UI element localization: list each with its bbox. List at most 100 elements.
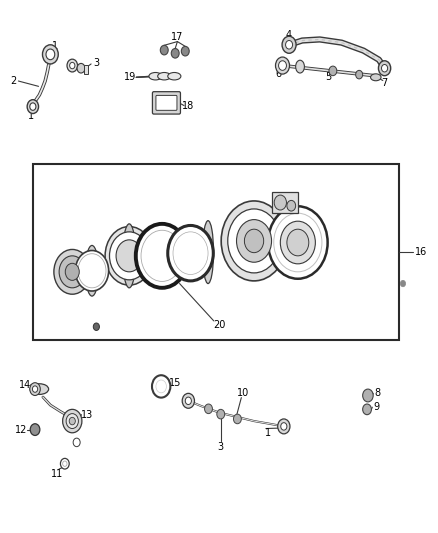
Text: 3: 3 — [217, 442, 223, 451]
Circle shape — [59, 256, 85, 288]
Circle shape — [110, 232, 149, 280]
Text: 5: 5 — [325, 72, 332, 82]
Ellipse shape — [85, 245, 99, 296]
Circle shape — [378, 61, 391, 76]
Text: 2: 2 — [10, 76, 16, 86]
Circle shape — [217, 409, 225, 419]
Circle shape — [276, 57, 290, 74]
Text: 20: 20 — [213, 320, 225, 330]
Circle shape — [281, 423, 287, 430]
Circle shape — [274, 195, 286, 210]
Circle shape — [233, 414, 241, 424]
Circle shape — [63, 409, 82, 433]
Circle shape — [77, 63, 85, 73]
Circle shape — [287, 229, 309, 256]
Text: 18: 18 — [182, 101, 194, 110]
Circle shape — [282, 36, 296, 53]
Circle shape — [152, 375, 170, 398]
Circle shape — [237, 220, 272, 262]
Text: 4: 4 — [285, 30, 291, 40]
Bar — [84, 65, 88, 74]
Circle shape — [268, 206, 328, 279]
Ellipse shape — [202, 221, 213, 284]
Text: 15: 15 — [169, 378, 181, 387]
Circle shape — [156, 380, 166, 393]
Circle shape — [66, 414, 78, 429]
Ellipse shape — [123, 224, 136, 288]
Ellipse shape — [30, 384, 49, 394]
Text: 11: 11 — [51, 470, 63, 479]
Circle shape — [168, 225, 213, 281]
Text: 13: 13 — [81, 410, 93, 419]
Circle shape — [60, 458, 69, 469]
Circle shape — [63, 461, 67, 466]
Ellipse shape — [296, 60, 304, 73]
Text: 3: 3 — [93, 58, 99, 68]
Circle shape — [171, 49, 179, 58]
Text: 16: 16 — [415, 247, 427, 256]
Circle shape — [67, 59, 78, 72]
Circle shape — [116, 240, 142, 272]
Circle shape — [65, 263, 79, 280]
Circle shape — [54, 249, 91, 294]
FancyBboxPatch shape — [152, 92, 180, 114]
Text: 6: 6 — [275, 69, 281, 78]
Text: 10: 10 — [237, 389, 249, 398]
Circle shape — [279, 61, 286, 70]
FancyBboxPatch shape — [156, 95, 177, 110]
Text: 1: 1 — [182, 397, 188, 407]
Circle shape — [105, 227, 153, 285]
Circle shape — [205, 404, 212, 414]
Circle shape — [228, 209, 280, 273]
Circle shape — [363, 404, 371, 415]
Circle shape — [363, 389, 373, 402]
Circle shape — [30, 424, 40, 435]
Circle shape — [173, 232, 208, 274]
Circle shape — [27, 100, 39, 114]
Ellipse shape — [168, 72, 181, 80]
Circle shape — [182, 393, 194, 408]
Text: 8: 8 — [374, 389, 381, 398]
Ellipse shape — [158, 72, 171, 80]
Text: 1: 1 — [28, 111, 34, 120]
Circle shape — [244, 229, 264, 253]
Circle shape — [136, 224, 188, 288]
Circle shape — [278, 419, 290, 434]
Circle shape — [93, 323, 99, 330]
Circle shape — [70, 62, 75, 69]
Circle shape — [185, 397, 191, 405]
Circle shape — [30, 383, 40, 395]
Circle shape — [42, 45, 58, 64]
Circle shape — [286, 41, 293, 49]
Circle shape — [221, 201, 287, 281]
Circle shape — [287, 200, 296, 211]
Text: 17: 17 — [171, 33, 184, 42]
Text: 9: 9 — [374, 402, 380, 412]
Text: 19: 19 — [124, 72, 136, 82]
Circle shape — [69, 417, 75, 425]
Bar — [33, 164, 399, 340]
Circle shape — [46, 49, 55, 60]
Circle shape — [73, 438, 80, 447]
Circle shape — [160, 45, 168, 55]
Circle shape — [75, 251, 109, 291]
Circle shape — [274, 213, 322, 272]
Circle shape — [141, 230, 183, 281]
Circle shape — [381, 64, 388, 72]
Circle shape — [280, 221, 315, 264]
Text: 7: 7 — [381, 78, 388, 88]
FancyBboxPatch shape — [272, 192, 298, 213]
Circle shape — [78, 254, 106, 288]
Ellipse shape — [149, 72, 162, 80]
Circle shape — [30, 103, 36, 110]
Circle shape — [400, 280, 406, 287]
Circle shape — [329, 66, 337, 76]
Ellipse shape — [371, 74, 381, 80]
Circle shape — [356, 70, 363, 79]
Text: 14: 14 — [19, 380, 32, 390]
Circle shape — [181, 46, 189, 56]
Text: 1: 1 — [52, 42, 58, 51]
Text: 1: 1 — [265, 428, 271, 438]
Circle shape — [32, 386, 38, 392]
Text: 12: 12 — [15, 425, 27, 434]
